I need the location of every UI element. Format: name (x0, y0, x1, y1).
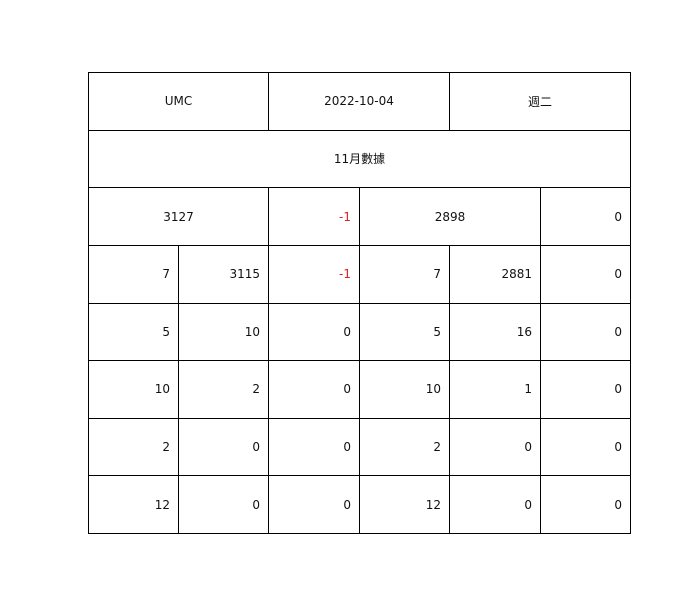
table-cell: 0 (268, 360, 361, 419)
table-cell: 16 (449, 302, 542, 362)
table-cell: 0 (177, 475, 270, 534)
table-row: 2 0 0 2 0 0 (88, 417, 632, 477)
table-cell: 10 (177, 302, 270, 362)
table-cell: 0 (540, 417, 632, 477)
table-cell: 2 (359, 417, 451, 477)
table-cell: -1 (268, 244, 361, 304)
right-change-cell: 0 (540, 187, 632, 246)
table-cell: 0 (540, 244, 632, 304)
table-row: 12 0 0 12 0 0 (88, 475, 632, 534)
table-cell: 0 (449, 475, 542, 534)
header-row: UMC 2022-10-04 週二 (87, 72, 632, 131)
table-cell: 0 (177, 417, 270, 477)
date-cell: 2022-10-04 (268, 72, 451, 131)
table-cell: 5 (88, 302, 179, 362)
section-title-row: 11月數據 (87, 129, 632, 189)
table-cell: 1 (449, 360, 542, 419)
table-cell: 7 (88, 244, 179, 304)
table-row: 7 3115 -1 7 2881 0 (88, 244, 632, 304)
table-cell: 12 (88, 475, 179, 534)
data-table: UMC 2022-10-04 週二 11月數據 3127 -1 2898 0 7… (87, 72, 632, 534)
ticker-cell: UMC (87, 72, 270, 131)
table-cell: 12 (359, 475, 451, 534)
table-cell: 10 (88, 360, 179, 419)
table-cell: 0 (449, 417, 542, 477)
table-cell: 0 (268, 417, 361, 477)
table-cell: 5 (359, 302, 451, 362)
section-title-cell: 11月數據 (87, 129, 632, 189)
table-cell: 10 (359, 360, 451, 419)
right-total-cell: 2898 (359, 187, 542, 246)
table-cell: 0 (268, 475, 361, 534)
table-row: 10 2 0 10 1 0 (88, 360, 632, 419)
summary-row: 3127 -1 2898 0 (87, 187, 632, 246)
table-cell: 2 (177, 360, 270, 419)
table-cell: 3115 (177, 244, 270, 304)
left-total-cell: 3127 (87, 187, 270, 246)
table-cell: 2 (88, 417, 179, 477)
table-cell: 0 (268, 302, 361, 362)
table-cell: 0 (540, 302, 632, 362)
table-cell: 0 (540, 475, 632, 534)
table-row: 5 10 0 5 16 0 (88, 302, 632, 362)
table-cell: 7 (359, 244, 451, 304)
left-change-cell: -1 (268, 187, 361, 246)
weekday-cell: 週二 (449, 72, 632, 131)
table-cell: 0 (540, 360, 632, 419)
table-cell: 2881 (449, 244, 542, 304)
